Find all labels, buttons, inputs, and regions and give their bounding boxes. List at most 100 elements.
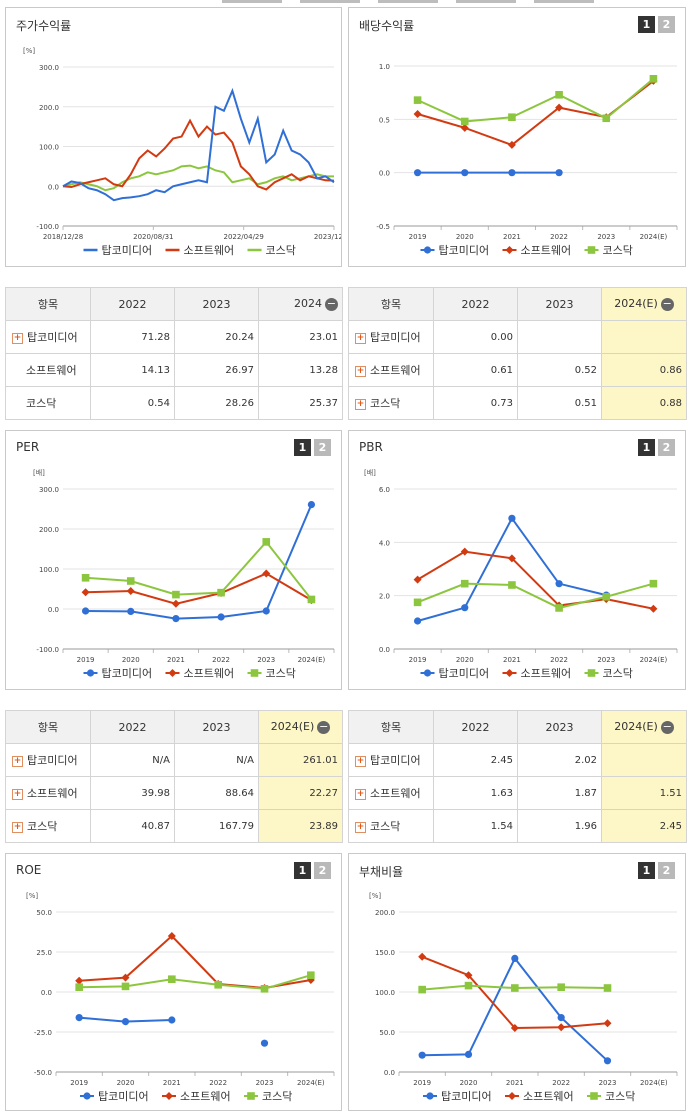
series-line [417,550,654,610]
collapse-icon[interactable]: − [660,296,674,311]
toggle-button-2[interactable]: 2 [314,862,331,879]
data-point [557,983,565,991]
row-name: + 탑코미디어 [348,743,434,777]
x-tick-label: 2021 [503,233,521,241]
legend-label: 탑코미디어 [441,1090,492,1103]
series-line [417,516,607,622]
data-point [168,1016,176,1024]
cell [601,743,687,777]
data-point [413,617,422,625]
collapse-icon[interactable]: − [325,296,338,311]
table-row: + 코스닥 0.73 0.51 0.88 [348,386,687,420]
legend-marker [505,669,514,677]
col-header: 2024(E) − [601,710,687,744]
data-point [413,169,422,177]
table-row: 코스닥 0.54 28.26 25.37 [5,386,343,420]
table-row: + 소프트웨어 0.61 0.52 0.86 [348,353,687,387]
y-tick-label: 0.0 [48,183,59,191]
data-point [260,1039,269,1047]
data-point [511,984,519,992]
data-point [464,971,473,980]
row-label: 코스닥 [27,820,58,833]
y-tick-label: 0.0 [379,170,390,178]
chart-toggle: 1 2 [638,862,675,879]
x-tick-label: 2024(E) [640,656,668,664]
legend-label: 탑코미디어 [102,667,153,680]
x-tick-label: 2023 [256,1079,274,1087]
toggle-button-1[interactable]: 1 [638,439,655,456]
data-point [81,607,90,615]
row-label: 코스닥 [26,397,57,410]
data-point [649,75,658,83]
top-tab-strip [222,0,642,3]
legend-label: 탑코미디어 [102,244,153,257]
pbr-table: 항목 2022 2023 2024(E) − + 탑코미디어 2.45 2.02 +… [348,710,687,843]
toggle-button-1[interactable]: 1 [638,862,655,879]
series-line [85,572,312,605]
col-header: 2024− [258,287,343,321]
row-label: 코스닥 [370,397,401,410]
data-point [649,604,658,613]
cell: N/A [174,743,259,777]
unit-label: [배] [33,468,45,477]
table-row: + 코스닥 1.54 1.96 2.45 [348,809,687,843]
data-point [418,952,427,961]
expand-icon[interactable]: + [12,788,23,800]
expand-icon[interactable]: + [12,821,23,833]
dividend-panel: 배당수익률 1 2 1.0 0.5 0.0 -0.5 2019 2020 2021 2022 2… [348,7,686,267]
data-point [555,169,563,177]
data-point [121,982,130,991]
data-point [121,973,130,982]
data-point [602,114,611,123]
data-point [507,554,516,563]
data-point [510,1024,519,1032]
expand-icon[interactable]: + [355,398,366,410]
unit-label: [%] [369,892,381,900]
toggle-button-2[interactable]: 2 [658,439,675,456]
cell: 0.86 [601,353,687,387]
expand-icon[interactable]: + [355,821,366,833]
x-tick-label: 2024(E) [297,1079,325,1087]
row-name: + 소프트웨어 [348,353,434,387]
legend-label: 코스닥 [266,667,296,680]
x-tick-label: 2019 [413,1079,431,1087]
cell: 26.97 [174,353,259,387]
toggle-button-2[interactable]: 2 [658,16,675,33]
chart-toggle: 1 2 [294,439,331,456]
legend-marker [423,246,432,254]
x-tick-label: 2024(E) [640,233,668,241]
collapse-icon[interactable]: − [660,719,674,734]
data-point [413,575,422,584]
data-point [460,547,469,556]
expand-icon[interactable]: + [12,755,23,767]
data-point [460,579,469,588]
pbr-panel: PBR 1 2 [배] 6.0 4.0 2.0 0.0 2019 2020 2021 2022 2… [348,430,686,690]
expand-icon[interactable]: + [355,365,366,377]
toggle-button-1[interactable]: 1 [294,439,311,456]
toggle-button-2[interactable]: 2 [314,439,331,456]
data-point [307,500,316,509]
x-tick-label: 2019 [409,233,427,241]
unit-label: [%] [26,892,38,900]
table-row: + 소프트웨어 39.98 88.64 22.27 [5,776,343,810]
expand-icon[interactable]: + [355,755,366,767]
toggle-button-1[interactable]: 1 [638,16,655,33]
y-tick-label: -50.0 [34,1069,52,1077]
legend-marker [83,1092,91,1100]
series-line [62,118,335,191]
series-2 [413,75,658,126]
expand-icon[interactable]: + [12,332,23,344]
series-2 [81,538,316,604]
y-tick-label: 0.0 [41,989,52,997]
data-point [413,96,422,104]
expand-icon[interactable]: + [355,332,366,344]
x-tick-label: 2021 [503,656,521,664]
row-label: 탑코미디어 [370,331,421,344]
toggle-button-2[interactable]: 2 [658,862,675,879]
expand-icon[interactable]: + [355,788,366,800]
toggle-button-1[interactable]: 1 [294,862,311,879]
legend-label: 코스닥 [266,244,296,257]
collapse-icon[interactable]: − [317,719,331,734]
data-point [418,1051,426,1059]
cell: 2.45 [433,743,518,777]
